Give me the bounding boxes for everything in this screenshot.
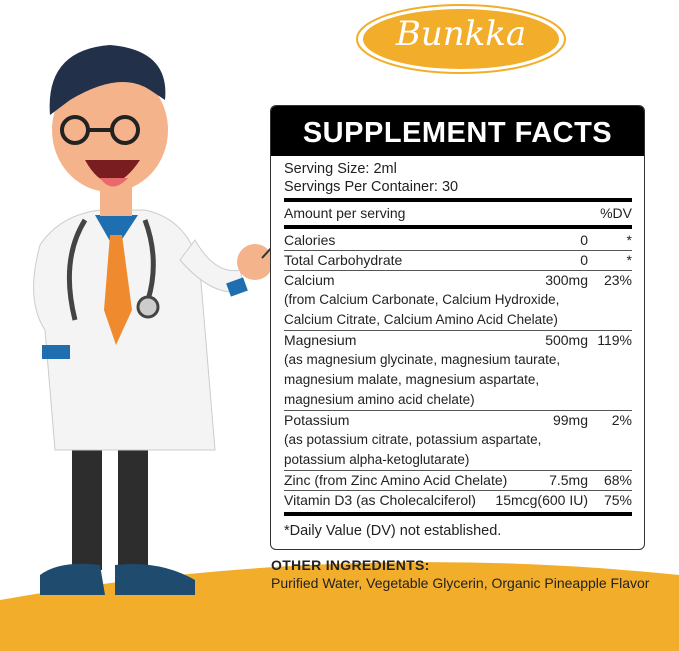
- brand-logo: [356, 4, 566, 74]
- brand-logo-text: Bunkka: [395, 14, 527, 54]
- nutrient-dv: 2%: [611, 412, 632, 428]
- nutrient-dv: 119%: [597, 332, 632, 348]
- divider: [284, 512, 632, 516]
- nutrient-amount: 500mg: [545, 332, 588, 348]
- nutrient-source: (as magnesium glycinate, magnesium taura…: [284, 352, 561, 367]
- other-ingredients: OTHER INGREDIENTS: Purified Water, Veget…: [271, 556, 651, 592]
- dv-header: %DV: [600, 205, 632, 221]
- nutrient-source: potassium alpha-ketoglutarate): [284, 452, 470, 467]
- nutrient-name: Zinc (from Zinc Amino Acid Chelate): [284, 472, 508, 488]
- nutrient-name: Magnesium: [284, 332, 357, 348]
- nutrient-source: magnesium amino acid chelate): [284, 392, 475, 407]
- nutrient-source: Calcium Citrate, Calcium Amino Acid Chel…: [284, 312, 558, 327]
- doctor-illustration: [33, 45, 346, 595]
- divider: [284, 198, 632, 202]
- nutrient-row: Vitamin D3 (as Cholecalciferol) 15mcg(600…: [284, 490, 632, 510]
- nutrient-row: Calories 0 *: [284, 231, 632, 250]
- other-ingredients-label: OTHER INGREDIENTS:: [271, 557, 430, 573]
- supplement-facts-panel: SUPPLEMENT FACTS Serving Size: 2ml Servi…: [270, 105, 645, 550]
- nutrient-row: Calcium 300mg 23% (from Calcium Carbonate, …: [284, 270, 632, 330]
- nutrient-amount: 0: [580, 232, 588, 248]
- nutrient-row: Zinc (from Zinc Amino Acid Chelate) 7.5mg…: [284, 470, 632, 490]
- footnote: *Daily Value (DV) not established.: [284, 523, 502, 539]
- nutrient-amount: 300mg: [545, 272, 588, 288]
- nutrient-dv: 23%: [603, 272, 632, 288]
- nutrient-rows: Calories 0 * Total Carbohydrate 0 * Calcium 300…: [284, 231, 632, 510]
- nutrient-name: Vitamin D3 (as Cholecalciferol): [284, 492, 476, 508]
- nutrient-amount: 15mcg(600 IU): [495, 492, 588, 508]
- nutrient-amount: 7.5mg: [549, 472, 588, 488]
- nutrient-name: Potassium: [284, 412, 350, 428]
- amount-header: Amount per serving: [284, 205, 406, 221]
- divider: [284, 225, 632, 229]
- nutrient-amount: 99mg: [552, 412, 588, 428]
- nutrient-dv: *: [626, 252, 632, 268]
- nutrient-dv: *: [626, 232, 632, 248]
- facts-title: SUPPLEMENT FACTS: [271, 106, 644, 156]
- servings-per-container: Servings Per Container: 30: [284, 179, 459, 195]
- nutrient-source: magnesium malate, magnesium aspartate,: [284, 372, 540, 387]
- nutrient-row: Total Carbohydrate 0 *: [284, 250, 632, 270]
- serving-size: Serving Size: 2ml: [284, 161, 397, 177]
- nutrient-name: Total Carbohydrate: [284, 252, 403, 268]
- nutrient-name: Calcium: [284, 272, 335, 288]
- nutrient-dv: 75%: [603, 492, 632, 508]
- amount-header-row: Amount per serving %DV: [284, 204, 632, 223]
- nutrient-row: Magnesium 500mg 119% (as magnesium glycinat…: [284, 330, 632, 410]
- nutrient-amount: 0: [580, 252, 588, 268]
- nutrient-source: (from Calcium Carbonate, Calcium Hydroxi…: [284, 292, 560, 307]
- nutrient-row: Potassium 99mg 2% (as potassium citrate, po…: [284, 410, 632, 470]
- nutrient-name: Calories: [284, 232, 336, 248]
- nutrient-dv: 68%: [603, 472, 632, 488]
- nutrient-source: (as potassium citrate, potassium asparta…: [284, 432, 542, 447]
- other-ingredients-text: Purified Water, Vegetable Glycerin, Orga…: [271, 575, 650, 591]
